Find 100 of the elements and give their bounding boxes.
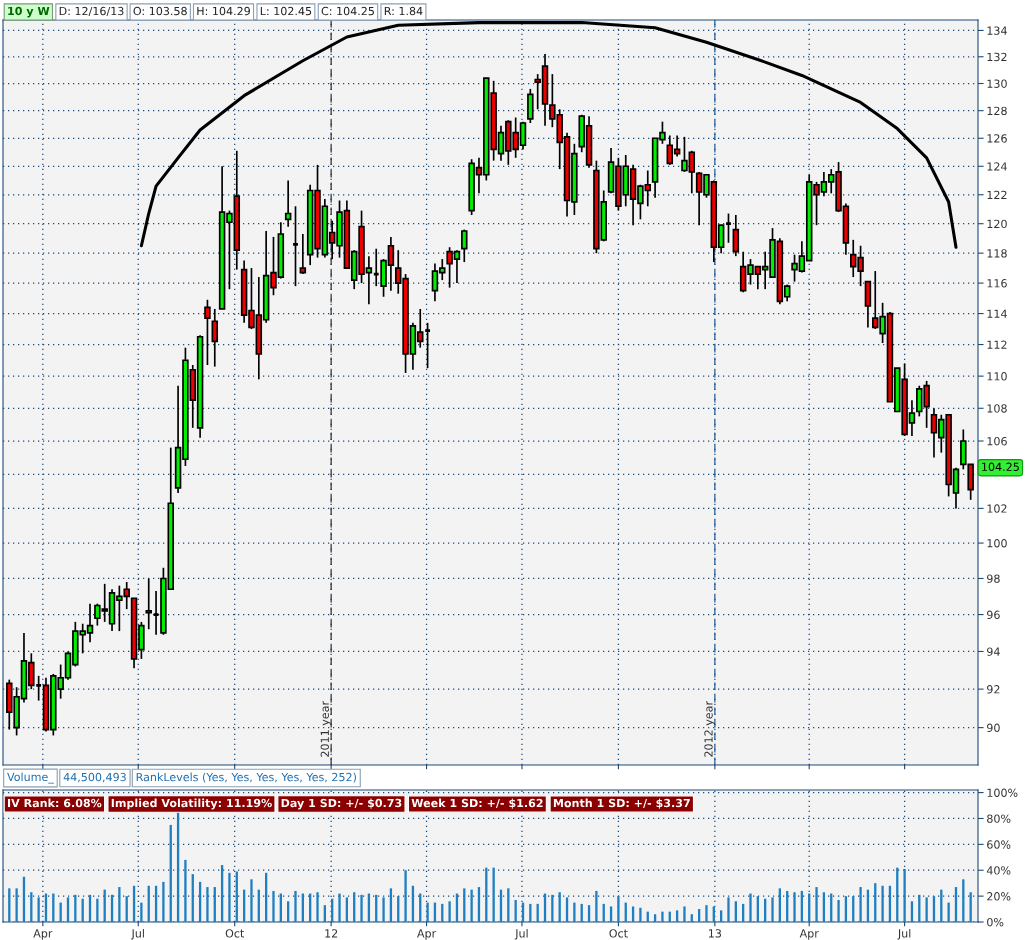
text: 44,500,493 xyxy=(63,772,126,783)
x-tick-label: 12 xyxy=(325,929,338,938)
y-tick-label: 96 xyxy=(987,610,1000,619)
bar xyxy=(903,868,906,922)
y-tick-label: 40% xyxy=(986,866,1011,875)
y-tick-label: 20% xyxy=(987,892,1011,901)
x-tick-label: Oct xyxy=(609,929,628,938)
bar xyxy=(360,894,363,922)
bar xyxy=(37,897,40,922)
bar xyxy=(881,885,884,922)
x-tick-label: Apr xyxy=(33,929,53,940)
line-series xyxy=(139,21,958,249)
bar xyxy=(947,902,950,922)
ref-line-label: 2011 year xyxy=(320,700,332,757)
y-tick-label: 120 xyxy=(987,219,1007,229)
bar xyxy=(404,870,407,922)
bar xyxy=(96,898,99,922)
text: 104.25 xyxy=(982,462,1019,471)
y-tick-label: 100% xyxy=(987,788,1018,797)
x-tick-label: Oct xyxy=(225,929,245,938)
y-tick-label: 116 xyxy=(987,279,1007,288)
y-tick-label: 100 xyxy=(987,539,1007,548)
text: O: 103.58 xyxy=(133,6,187,16)
y-tick-label: 124 xyxy=(987,162,1007,171)
bar xyxy=(382,897,385,922)
text: C: 104.25 xyxy=(321,6,374,16)
bar xyxy=(749,893,752,922)
y-tick-label: 108 xyxy=(987,404,1007,413)
y-tick-label: 80% xyxy=(987,814,1011,823)
text: D: 12/16/13 xyxy=(59,6,124,17)
bar xyxy=(338,893,341,922)
bar xyxy=(316,892,319,922)
x-tick-label: 13 xyxy=(709,929,722,938)
bar xyxy=(683,906,686,922)
annotation: Day 1 SD: +/- $0.73 xyxy=(281,798,402,810)
bar xyxy=(727,897,730,922)
text: RankLevels (Yes, Yes, Yes, Yes, Yes, 252) xyxy=(136,772,356,783)
text: R: 1.84 xyxy=(384,6,423,16)
bar xyxy=(140,902,143,922)
bar xyxy=(470,889,473,922)
text: H: 104.29 xyxy=(197,6,250,16)
bar xyxy=(639,907,642,922)
bar xyxy=(793,892,796,922)
x-tick-label: Jul xyxy=(897,928,911,940)
bar xyxy=(448,901,451,922)
y-tick-label: 110 xyxy=(987,372,1007,381)
annotation: Week 1 SD: +/- $1.62 xyxy=(411,798,543,809)
bar xyxy=(184,859,187,922)
bar xyxy=(815,887,818,922)
bar xyxy=(595,890,598,922)
x-tick-label: Apr xyxy=(799,929,819,940)
bar xyxy=(15,888,18,922)
bar xyxy=(837,900,840,922)
annotation: IV Rank: 6.08% xyxy=(8,798,102,808)
y-tick-label: 114 xyxy=(987,309,1007,318)
candlestick xyxy=(284,179,292,228)
candlestick xyxy=(732,214,740,257)
bar xyxy=(661,911,664,922)
y-tick-label: 112 xyxy=(987,340,1007,349)
y-tick-label: 90 xyxy=(987,723,1000,732)
bar xyxy=(294,890,297,922)
candlestick xyxy=(461,228,468,263)
bar xyxy=(617,896,620,922)
candlestick xyxy=(204,298,211,366)
bar xyxy=(705,905,708,922)
x-tick-label: Jul xyxy=(514,928,528,940)
y-tick-label: 128 xyxy=(987,106,1007,116)
x-tick-label: Apr xyxy=(417,929,437,940)
candlestick xyxy=(145,577,152,631)
bar xyxy=(859,887,862,922)
y-tick-label: 132 xyxy=(987,52,1007,62)
y-tick-label: 106 xyxy=(987,436,1007,446)
bar xyxy=(228,872,231,922)
ref-line-label: 2012 year xyxy=(704,700,715,757)
bar xyxy=(206,887,209,922)
bar xyxy=(771,897,774,922)
bar xyxy=(118,887,121,922)
y-tick-label: 134 xyxy=(987,26,1007,35)
y-tick-label: 102 xyxy=(987,504,1007,513)
bar xyxy=(250,879,253,922)
annotation: Implied Volatility: 11.19% xyxy=(111,798,272,810)
candlestick xyxy=(299,233,307,275)
text: Volume_ xyxy=(7,772,54,784)
candlestick xyxy=(211,308,219,368)
y-tick-label: 130 xyxy=(987,79,1007,88)
bar xyxy=(492,867,495,922)
bar xyxy=(551,894,554,922)
y-tick-label: 126 xyxy=(987,134,1007,143)
y-tick-label: 92 xyxy=(987,685,1000,694)
y-tick-label: 0% xyxy=(987,917,1004,927)
text: 10 y W xyxy=(8,6,50,18)
y-tick-label: 122 xyxy=(987,190,1007,199)
bar xyxy=(925,897,928,922)
bar xyxy=(162,881,165,922)
bar xyxy=(426,902,429,922)
y-tick-label: 94 xyxy=(987,647,1000,656)
bar xyxy=(272,890,275,922)
bar xyxy=(573,902,576,922)
text: L: 102.45 xyxy=(260,6,312,16)
y-tick-label: 118 xyxy=(987,249,1007,258)
